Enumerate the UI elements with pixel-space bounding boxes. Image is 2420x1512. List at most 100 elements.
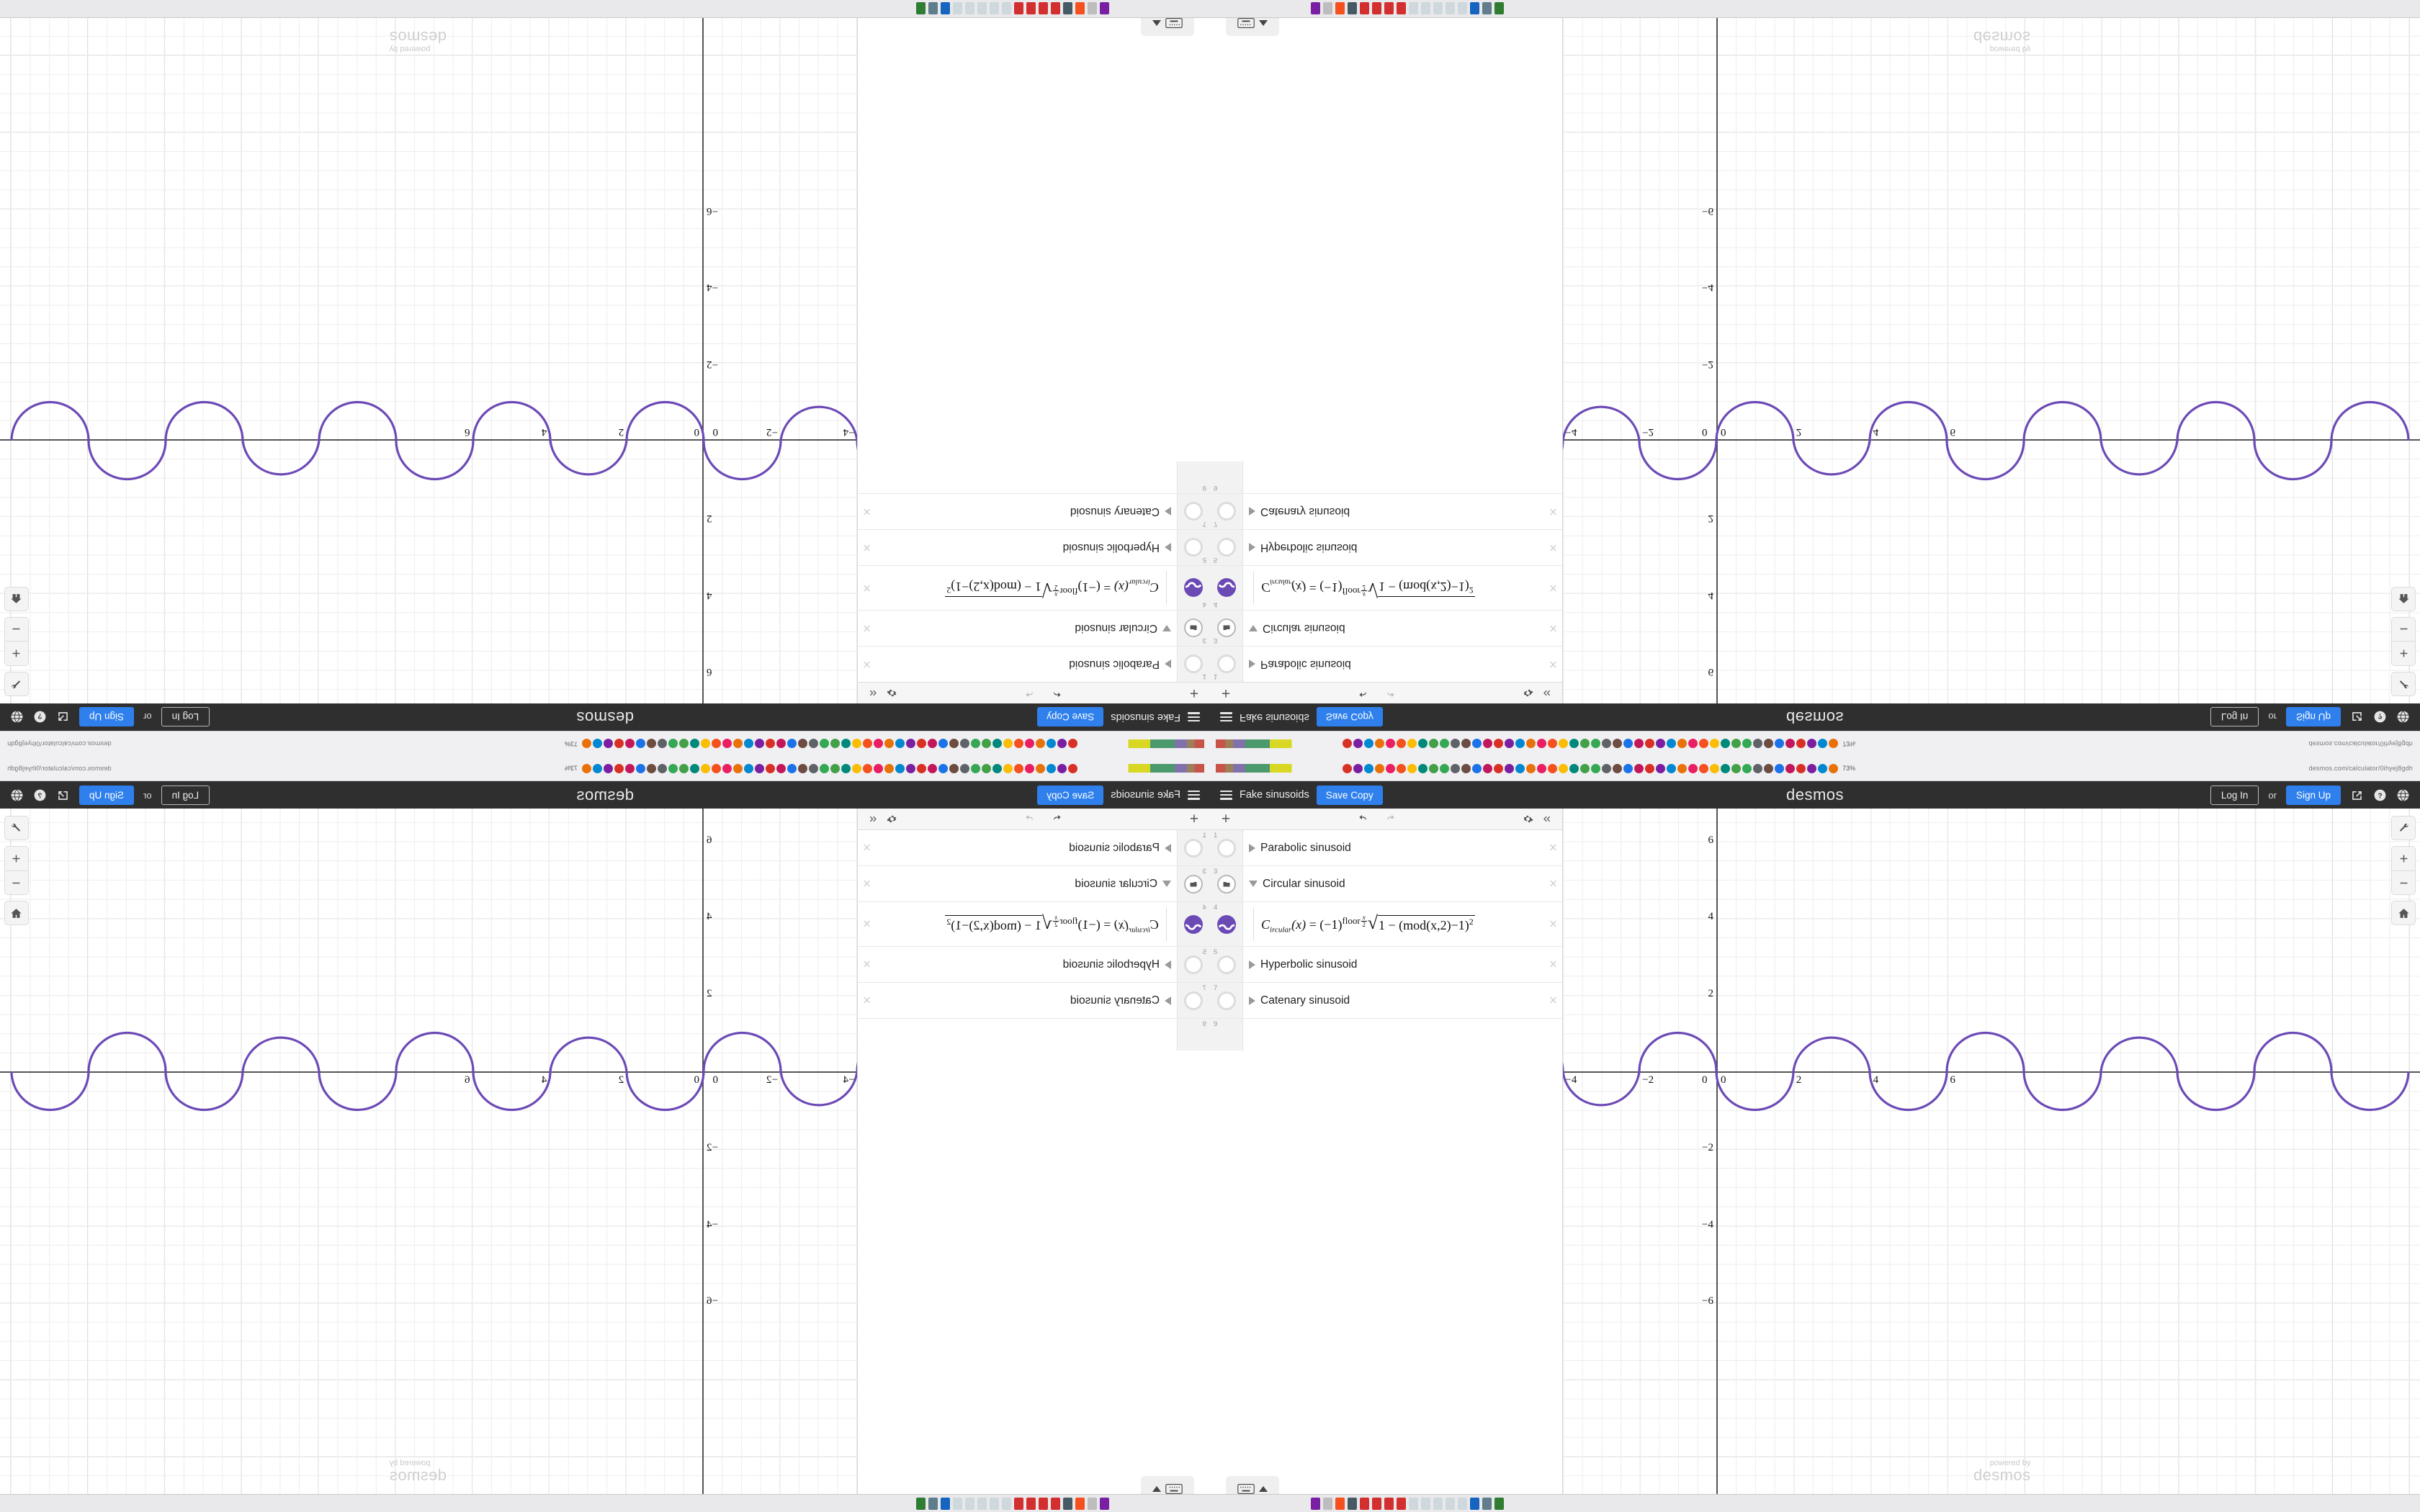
chevron-down-icon[interactable] bbox=[1162, 625, 1171, 631]
url-bar[interactable]: desmos.com/calculator/0ihyej8gdh bbox=[7, 740, 112, 747]
sign-up-button[interactable]: Sign Up bbox=[79, 785, 135, 805]
folder-title[interactable]: Catenary sinusoid bbox=[1070, 505, 1160, 518]
taskbar-app-icon[interactable] bbox=[1482, 2, 1492, 15]
row-content[interactable]: Parabolic sinusoid × bbox=[1243, 830, 1562, 865]
folder-toggle-icon[interactable] bbox=[1184, 874, 1204, 894]
bookmark-favicon[interactable] bbox=[852, 739, 861, 749]
bookmark-favicon[interactable] bbox=[1483, 739, 1492, 749]
chevron-down-icon[interactable] bbox=[1249, 625, 1258, 631]
bookmark-bar[interactable] bbox=[582, 763, 1077, 773]
expression-row-folder[interactable]: 3 Circular sinusoid × bbox=[858, 610, 1210, 646]
undo-icon[interactable] bbox=[1047, 810, 1066, 829]
bookmark-favicon[interactable] bbox=[1397, 739, 1406, 749]
bookmark-favicon[interactable] bbox=[1613, 763, 1622, 773]
bookmark-favicon[interactable] bbox=[776, 763, 786, 773]
bookmark-favicon[interactable] bbox=[1645, 739, 1654, 749]
bookmark-bar[interactable] bbox=[1343, 739, 1838, 749]
bookmark-favicon[interactable] bbox=[1667, 763, 1676, 773]
row-content[interactable]: Circular(x) = (−1)floor x 2 √ 1 − (mod(x,2)−… bbox=[858, 902, 1177, 946]
url-bar[interactable]: desmos.com/calculator/0ihyej8gdh bbox=[2308, 740, 2413, 747]
bookmark-favicon[interactable] bbox=[1645, 763, 1654, 773]
bookmark-favicon[interactable] bbox=[1343, 763, 1352, 773]
home-icon[interactable] bbox=[2391, 587, 2416, 611]
folder-title[interactable]: Circular sinusoid bbox=[1263, 622, 1345, 635]
bookmark-favicon[interactable] bbox=[1537, 763, 1546, 773]
taskbar-app-icon[interactable] bbox=[1384, 1497, 1394, 1510]
expression-row-empty[interactable]: 9 bbox=[1210, 462, 1562, 493]
row-content[interactable]: Catenary sinusoid × bbox=[1243, 494, 1562, 529]
bookmark-favicon[interactable] bbox=[809, 763, 818, 773]
taskbar-app-icon[interactable] bbox=[1100, 2, 1109, 15]
gear-icon[interactable] bbox=[1518, 810, 1537, 829]
expression-row-equation[interactable]: 4 Circular(x) = (−1)floor x 2 √ 1 − (mod(x,2)… bbox=[1210, 565, 1562, 610]
bookmark-favicon[interactable] bbox=[744, 739, 753, 749]
expression-list[interactable]: 1 Parabolic sinusoid × 3 Circular sinusoid × 4… bbox=[858, 0, 1210, 682]
os-taskbar[interactable] bbox=[1210, 1494, 2420, 1512]
wrench-icon[interactable] bbox=[2391, 816, 2416, 840]
bookmark-favicon[interactable] bbox=[917, 739, 926, 749]
expression-list[interactable]: 1 Parabolic sinusoid × 3 Circular sinusoid × 4… bbox=[1210, 0, 1562, 682]
bookmark-favicon[interactable] bbox=[798, 763, 807, 773]
bookmark-favicon[interactable] bbox=[582, 739, 591, 749]
bookmark-favicon[interactable] bbox=[982, 739, 991, 749]
bookmark-favicon[interactable] bbox=[787, 739, 797, 749]
browser-zoom-level[interactable]: 73% bbox=[564, 740, 578, 747]
expression-row-folder[interactable]: 5 Hyperbolic sinusoid × bbox=[1210, 529, 1562, 565]
taskbar-app-icon[interactable] bbox=[977, 1497, 987, 1510]
bookmark-favicon[interactable] bbox=[1025, 739, 1034, 749]
expression-row-equation[interactable]: 4 Circular(x) = (−1)floor x 2 √ 1 − (mod(x,2)… bbox=[1210, 902, 1562, 947]
keyboard-icon[interactable] bbox=[1141, 10, 1194, 36]
math-expression[interactable]: Circular(x) = (−1)floor x 2 √ 1 − (mod(x,2)−… bbox=[1261, 912, 1475, 935]
bookmark-favicon[interactable] bbox=[1731, 763, 1741, 773]
language-globe-icon[interactable] bbox=[10, 711, 24, 724]
bookmark-favicon[interactable] bbox=[1364, 763, 1373, 773]
bookmark-favicon[interactable] bbox=[1613, 739, 1622, 749]
hamburger-menu-icon[interactable] bbox=[1220, 712, 1232, 722]
bookmark-favicon[interactable] bbox=[1699, 763, 1708, 773]
taskbar-app-icon[interactable] bbox=[1384, 2, 1394, 15]
expression-row-folder[interactable]: 7 Catenary sinusoid × bbox=[1210, 493, 1562, 529]
taskbar-app-icon[interactable] bbox=[1335, 1497, 1345, 1510]
chevron-right-icon[interactable] bbox=[1165, 660, 1171, 669]
bookmark-favicon[interactable] bbox=[1047, 763, 1056, 773]
row-content[interactable]: Hyperbolic sinusoid × bbox=[858, 947, 1177, 982]
bookmark-favicon[interactable] bbox=[658, 763, 667, 773]
taskbar-app-icon[interactable] bbox=[1039, 2, 1048, 15]
taskbar-app-icon[interactable] bbox=[941, 2, 950, 15]
bookmark-favicon[interactable] bbox=[809, 739, 818, 749]
bookmark-favicon[interactable] bbox=[679, 763, 689, 773]
add-expression-button[interactable]: + bbox=[1189, 811, 1199, 827]
share-icon[interactable] bbox=[56, 711, 70, 724]
taskbar-app-icon[interactable] bbox=[1421, 2, 1430, 15]
expression-row-equation[interactable]: 4 Circular(x) = (−1)floor x 2 √ 1 − (mod(x,2)… bbox=[858, 902, 1210, 947]
wrench-icon[interactable] bbox=[4, 816, 29, 840]
bookmark-favicon[interactable] bbox=[1386, 739, 1395, 749]
taskbar-app-icon[interactable] bbox=[1002, 2, 1011, 15]
bookmark-favicon[interactable] bbox=[1407, 763, 1417, 773]
math-expression[interactable]: Circular(x) = (−1)floor x 2 √ 1 − (mod(x,2)−… bbox=[1261, 577, 1475, 600]
bookmark-favicon[interactable] bbox=[1014, 763, 1023, 773]
row-content[interactable] bbox=[1243, 462, 1562, 493]
bookmark-favicon[interactable] bbox=[1429, 763, 1438, 773]
folder-toggle-icon[interactable] bbox=[1216, 618, 1236, 638]
bookmark-favicon[interactable] bbox=[895, 739, 905, 749]
bookmark-favicon[interactable] bbox=[1407, 739, 1417, 749]
collapse-panel-button[interactable] bbox=[864, 684, 883, 703]
folder-title[interactable]: Circular sinusoid bbox=[1263, 877, 1345, 890]
taskbar-app-icon[interactable] bbox=[1372, 2, 1381, 15]
expression-toggle-dot[interactable] bbox=[1184, 991, 1204, 1010]
add-expression-button[interactable]: + bbox=[1189, 685, 1199, 701]
graph-canvas[interactable]: −4 −2 0 2 4 6 −6 −4 −2 2 4 6 0 bbox=[0, 809, 1210, 1512]
bookmark-favicon[interactable] bbox=[1451, 763, 1460, 773]
taskbar-app-icon[interactable] bbox=[1446, 1497, 1455, 1510]
collapse-panel-button[interactable] bbox=[864, 810, 883, 829]
folder-title[interactable]: Catenary sinusoid bbox=[1070, 994, 1160, 1007]
bookmark-favicon[interactable] bbox=[766, 739, 775, 749]
bookmark-favicon[interactable] bbox=[1818, 763, 1827, 773]
bookmark-favicon[interactable] bbox=[1559, 763, 1568, 773]
bookmark-favicon[interactable] bbox=[1440, 739, 1449, 749]
bookmark-favicon[interactable] bbox=[960, 763, 969, 773]
bookmark-favicon[interactable] bbox=[766, 763, 775, 773]
expression-row-folder[interactable]: 7 Catenary sinusoid × bbox=[1210, 983, 1562, 1019]
taskbar-app-icon[interactable] bbox=[1494, 2, 1504, 15]
